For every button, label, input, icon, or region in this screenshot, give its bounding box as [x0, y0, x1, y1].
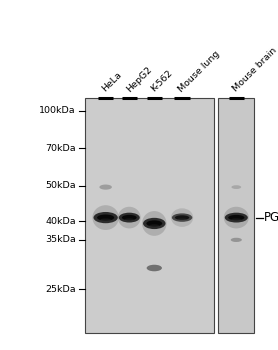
Ellipse shape: [93, 212, 118, 223]
Ellipse shape: [149, 224, 159, 226]
Ellipse shape: [172, 214, 192, 222]
Ellipse shape: [143, 218, 165, 229]
Ellipse shape: [97, 215, 114, 221]
Ellipse shape: [228, 215, 244, 220]
Bar: [218, 98, 254, 332]
Text: K-562: K-562: [149, 69, 174, 94]
Text: HeLa: HeLa: [101, 70, 124, 94]
Text: 70kDa: 70kDa: [45, 144, 76, 153]
Text: 35kDa: 35kDa: [45, 235, 76, 244]
Ellipse shape: [125, 218, 134, 220]
Ellipse shape: [122, 215, 137, 220]
Ellipse shape: [171, 208, 193, 227]
Bar: [85, 98, 214, 332]
Ellipse shape: [231, 185, 241, 189]
Ellipse shape: [147, 265, 162, 271]
Ellipse shape: [231, 238, 242, 242]
Ellipse shape: [92, 205, 119, 230]
Text: HepG2: HepG2: [124, 65, 153, 94]
Ellipse shape: [225, 213, 248, 223]
Ellipse shape: [146, 220, 162, 226]
Text: 25kDa: 25kDa: [45, 285, 76, 294]
Text: 40kDa: 40kDa: [45, 217, 76, 226]
Ellipse shape: [231, 218, 241, 220]
Ellipse shape: [224, 207, 249, 229]
Text: Mouse lung: Mouse lung: [177, 49, 222, 94]
Ellipse shape: [119, 213, 140, 223]
Ellipse shape: [178, 218, 187, 220]
Ellipse shape: [142, 211, 167, 236]
Ellipse shape: [100, 184, 112, 190]
Ellipse shape: [100, 218, 111, 221]
Ellipse shape: [175, 215, 189, 220]
Text: 100kDa: 100kDa: [39, 106, 76, 116]
Ellipse shape: [118, 207, 141, 229]
Text: PGK1: PGK1: [264, 211, 278, 224]
Text: Mouse brain: Mouse brain: [231, 46, 278, 94]
Text: 50kDa: 50kDa: [45, 181, 76, 190]
